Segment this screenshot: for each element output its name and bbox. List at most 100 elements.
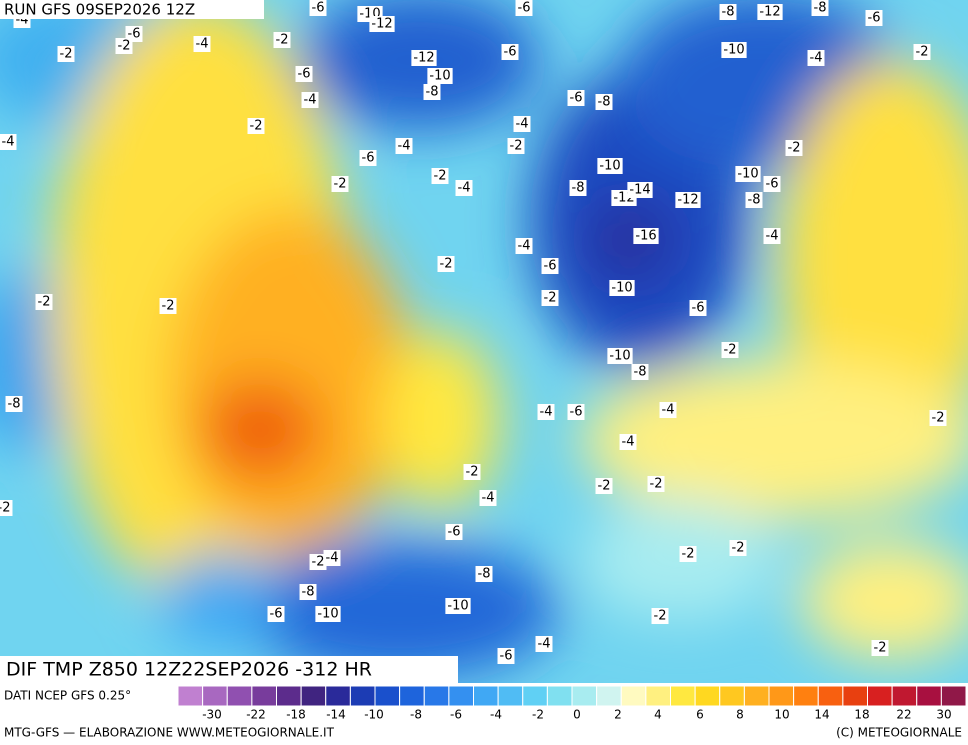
contour-label-box <box>359 150 377 166</box>
map-field <box>0 0 968 683</box>
contour-label: -4 <box>326 551 339 566</box>
contour-label-box <box>267 606 285 622</box>
contour-label-box <box>0 134 17 150</box>
scale-label: 30 <box>936 708 951 722</box>
contour-labels: -4-6 -10-12-6 -8 -12 -8-6-6-2 -4 -2-2 -12 -6 -10-… <box>0 0 947 664</box>
contour-label: -8 <box>722 5 735 20</box>
contour-label: -6 <box>298 67 311 82</box>
contour-label-box <box>679 546 697 562</box>
contour-label: -12 <box>413 51 434 66</box>
scale-label: -2 <box>532 708 544 722</box>
contour-label: -8 <box>478 567 491 582</box>
contour-label-box <box>273 32 291 48</box>
contour-label: -10 <box>723 43 744 58</box>
contour-label: -10 <box>737 167 758 182</box>
contour-label-box <box>395 138 413 154</box>
contour-label-box <box>159 298 177 314</box>
scale-label: 2 <box>614 708 622 722</box>
contour-label: -2 <box>250 119 263 134</box>
contour-label-box <box>0 500 13 516</box>
contour-label: -2 <box>60 47 73 62</box>
scale-label: -18 <box>286 708 306 722</box>
color-swatch <box>793 685 819 707</box>
contour-label: -8 <box>426 85 439 100</box>
contour-label: -4 <box>196 37 209 52</box>
color-swatch <box>473 685 499 707</box>
contour-label: -10 <box>447 599 468 614</box>
contour-label-box <box>865 10 883 26</box>
contour-label: -2 <box>118 39 131 54</box>
scale-label: 4 <box>654 708 662 722</box>
color-swatch <box>842 685 868 707</box>
color-swatch <box>349 685 376 707</box>
contour-label: -8 <box>572 181 585 196</box>
color-swatch <box>670 685 696 707</box>
contour-label: -2 <box>510 139 523 154</box>
contour-label-box <box>763 176 781 192</box>
contour-label-box <box>745 192 763 208</box>
color-swatch <box>743 685 770 707</box>
contour-label-box <box>633 228 659 244</box>
contour-label-box <box>309 0 327 16</box>
contour-label-box <box>535 636 553 652</box>
contour-label: -6 <box>544 259 557 274</box>
contour-label-box <box>497 648 515 664</box>
contour-label: -6 <box>766 177 779 192</box>
field-title-box <box>0 656 458 683</box>
color-swatch <box>546 685 573 707</box>
contour-label-box <box>501 44 519 60</box>
run-title: RUN GFS 09SEP2026 12Z <box>4 1 195 19</box>
contour-label-box <box>57 46 75 62</box>
contour-label: -8 <box>814 1 827 16</box>
contour-label: -2 <box>312 555 325 570</box>
contour-label-box <box>541 258 559 274</box>
contour-label: -16 <box>635 229 656 244</box>
contour-label: -2 <box>654 609 667 624</box>
contour-label-box <box>507 138 525 154</box>
scale-label: 8 <box>736 708 744 722</box>
contour-label-box <box>597 158 623 174</box>
contour-label-box <box>647 476 665 492</box>
scale-label: -4 <box>490 708 502 722</box>
contour-label-box <box>619 434 637 450</box>
color-swatch <box>226 685 253 707</box>
contour-label-box <box>631 364 649 380</box>
contour-label-box <box>595 478 613 494</box>
contour-label: -2 <box>334 177 347 192</box>
contour-label-box <box>569 180 587 196</box>
scale-label: 14 <box>814 708 829 722</box>
contour-label-box <box>515 238 533 254</box>
contour-label: -6 <box>868 11 881 26</box>
contour-label-box <box>651 608 669 624</box>
contour-label: -6 <box>518 1 531 16</box>
color-swatch <box>596 685 622 707</box>
contour-label-box <box>721 42 747 58</box>
contour-label-box <box>567 90 585 106</box>
contour-label-box <box>567 404 585 420</box>
contour-label-box <box>785 140 803 156</box>
contour-label: -8 <box>748 193 761 208</box>
contour-label: -2 <box>732 541 745 556</box>
contour-label: -2 <box>682 547 695 562</box>
contour-label-box <box>35 294 53 310</box>
contour-label: -6 <box>570 91 583 106</box>
contour-label-box <box>423 84 441 100</box>
contour-label: -10 <box>609 349 630 364</box>
contour-label: -10 <box>317 607 338 622</box>
contour-label: -4 <box>518 239 531 254</box>
contour-label-box <box>871 640 889 656</box>
contour-label: -4 <box>304 93 317 108</box>
color-swatch <box>571 685 598 707</box>
contour-label: -2 <box>650 477 663 492</box>
contour-label-box <box>607 348 633 364</box>
scale-label: -30 <box>202 708 222 722</box>
contour-label: -2 <box>544 291 557 306</box>
contour-label: -2 <box>788 141 801 156</box>
contour-label-box <box>763 228 781 244</box>
contour-label: -4 <box>398 139 411 154</box>
contour-label: -2 <box>916 45 929 60</box>
contour-label: -2 <box>724 343 737 358</box>
contour-label: -6 <box>312 1 325 16</box>
contour-label-box <box>455 180 473 196</box>
color-swatch <box>276 685 302 707</box>
